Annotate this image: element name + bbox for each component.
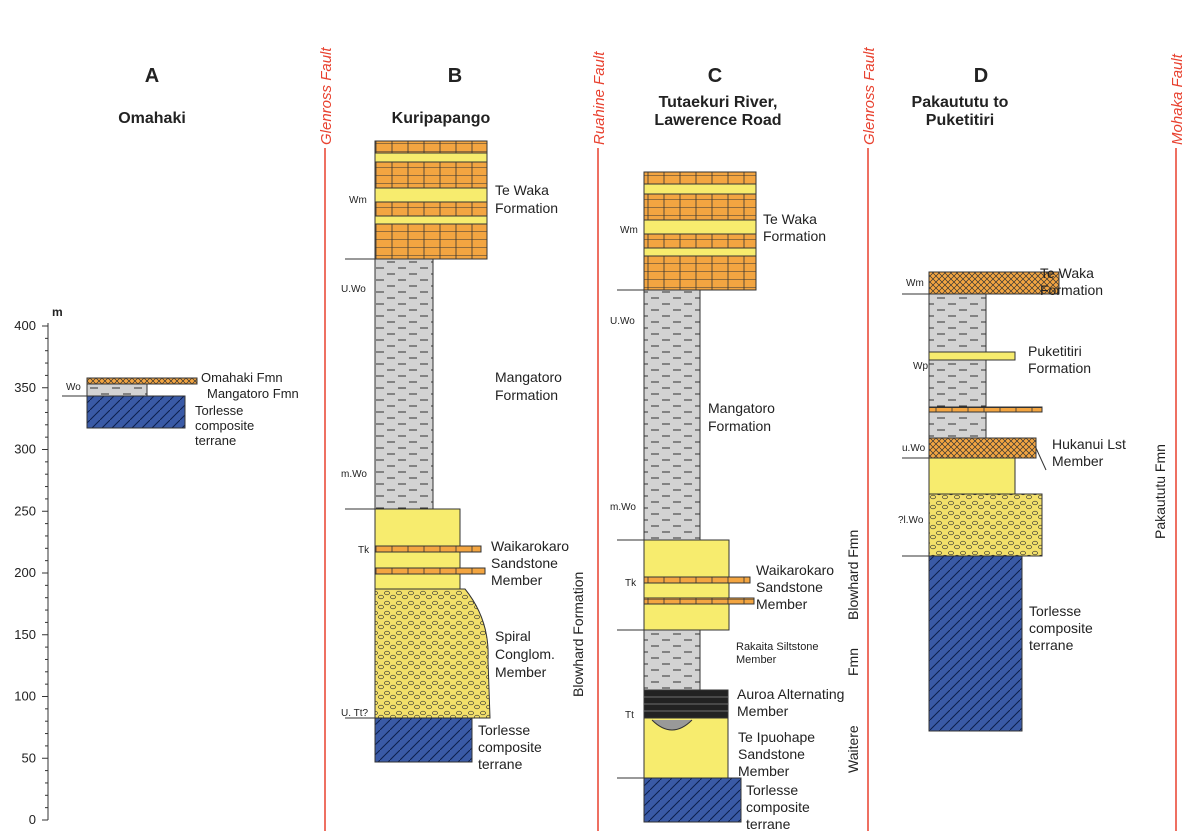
scale-tick-label: 300 bbox=[14, 442, 36, 457]
unit-d-torlesse-1: Torlesse bbox=[1029, 603, 1081, 619]
fault-label-mohaka: Mohaka Fault bbox=[1169, 53, 1184, 145]
unit-c-waikarokaro-3: Member bbox=[756, 596, 808, 612]
unit-d-tewaka-2: Formation bbox=[1040, 282, 1103, 298]
column-b: B Kuripapango Wm U.Wo m.Wo Tk U. Tt? Te … bbox=[341, 65, 586, 772]
code-b-tk: Tk bbox=[358, 545, 370, 556]
side-label-c-blowhard: Blowhard Fmn bbox=[845, 530, 861, 620]
unit-b-torlesse-1: Torlesse bbox=[478, 722, 530, 738]
column-b-title: Kuripapango bbox=[392, 110, 491, 127]
column-d: D Pakaututu to Puketitiri Wm Wp u.Wo ?l.… bbox=[898, 65, 1168, 732]
unit-c-rakaita-2: Member bbox=[736, 654, 777, 666]
scale-tick-label: 250 bbox=[14, 503, 36, 518]
unit-a-omahaki: Omahaki Fmn bbox=[201, 370, 283, 385]
column-d-letter: D bbox=[974, 65, 988, 87]
unit-d-puketitiri-1: Puketitiri bbox=[1028, 343, 1082, 359]
unit-b-waikarokaro-2: Sandstone bbox=[491, 555, 558, 571]
unit-c-auroa-2: Member bbox=[737, 703, 789, 719]
fault-label-glenross-1: Glenross Fault bbox=[318, 47, 335, 145]
fault-label-glenross-2: Glenross Fault bbox=[861, 47, 878, 145]
side-label-c-fmn: Fmn bbox=[845, 648, 861, 676]
column-c: C Tutaekuri River, Lawerence Road Wm U.W… bbox=[610, 65, 861, 831]
unit-b-waikarokaro-1: Waikarokaro bbox=[491, 538, 569, 554]
column-c-title-1: Tutaekuri River, bbox=[659, 94, 778, 111]
unit-d-hukanui-1: Hukanui Lst bbox=[1052, 436, 1126, 452]
unit-d-hukanui-2: Member bbox=[1052, 453, 1104, 469]
scale-tick-label: 0 bbox=[29, 812, 36, 827]
unit-c-waikarokaro-2: Sandstone bbox=[756, 579, 823, 595]
scale-tick-label: 200 bbox=[14, 565, 36, 580]
scale-tick-label: 400 bbox=[14, 318, 36, 333]
unit-a-torlesse-1: Torlesse bbox=[195, 403, 243, 418]
unit-c-torlesse-3: terrane bbox=[746, 816, 791, 831]
unit-b-torlesse-3: terrane bbox=[478, 756, 523, 772]
unit-c-ipuohape-2: Sandstone bbox=[738, 746, 805, 762]
unit-b-tewaka-2: Formation bbox=[495, 200, 558, 216]
column-a: A Omahaki Wo Omahaki Fmn Mangatoro Fmn T… bbox=[62, 65, 299, 448]
side-label-b-blowhard: Blowhard Formation bbox=[570, 572, 586, 697]
column-d-title-2: Puketitiri bbox=[926, 112, 994, 129]
code-c-uwo: U.Wo bbox=[610, 316, 635, 327]
unit-c-torlesse-1: Torlesse bbox=[746, 782, 798, 798]
column-b-letter: B bbox=[448, 65, 462, 87]
scale-tick-label: 100 bbox=[14, 689, 36, 704]
scale-tick-label: 150 bbox=[14, 627, 36, 642]
code-b-mwo: m.Wo bbox=[341, 469, 367, 480]
fault-lines: Glenross Fault Ruahine Fault Glenross Fa… bbox=[318, 47, 1184, 831]
code-c-tk: Tk bbox=[625, 578, 637, 589]
unit-b-spiral-2: Conglom. bbox=[495, 646, 555, 662]
unit-b-mangatoro-1: Mangatoro bbox=[495, 369, 562, 385]
code-d-wm: Wm bbox=[906, 278, 924, 289]
code-b-wm: Wm bbox=[349, 195, 367, 206]
unit-c-mangatoro-1: Mangatoro bbox=[708, 400, 775, 416]
vertical-scale: m 400 350 300 250 200 150 100 50 0 bbox=[14, 305, 62, 827]
unit-c-tewaka-1: Te Waka bbox=[763, 211, 817, 227]
unit-c-torlesse-2: composite bbox=[746, 799, 810, 815]
code-d-lwo: ?l.Wo bbox=[898, 515, 924, 526]
scale-tick-label: 350 bbox=[14, 380, 36, 395]
column-d-title-1: Pakaututu to bbox=[912, 94, 1009, 111]
column-a-title: Omahaki bbox=[118, 110, 186, 127]
column-a-letter: A bbox=[145, 65, 159, 87]
unit-c-waikarokaro-1: Waikarokaro bbox=[756, 562, 834, 578]
unit-d-torlesse-2: composite bbox=[1029, 620, 1093, 636]
unit-c-ipuohape-1: Te Ipuohape bbox=[738, 729, 815, 745]
scale-unit: m bbox=[52, 305, 63, 319]
unit-b-spiral-1: Spiral bbox=[495, 628, 531, 644]
unit-c-tewaka-2: Formation bbox=[763, 228, 826, 244]
unit-a-torlesse-3: terrane bbox=[195, 433, 236, 448]
unit-d-tewaka-1: Te Waka bbox=[1040, 265, 1094, 281]
unit-b-tewaka-1: Te Waka bbox=[495, 182, 549, 198]
code-d-uwo: u.Wo bbox=[902, 443, 926, 454]
code-a-wo: Wo bbox=[66, 382, 81, 393]
side-label-c-waitere: Waitere bbox=[845, 725, 861, 773]
unit-c-rakaita-1: Rakaita Siltstone bbox=[736, 641, 819, 653]
unit-c-mangatoro-2: Formation bbox=[708, 418, 771, 434]
unit-a-torlesse-2: composite bbox=[195, 418, 254, 433]
unit-b-torlesse-2: composite bbox=[478, 739, 542, 755]
unit-d-torlesse-3: terrane bbox=[1029, 637, 1074, 653]
unit-a-mangatoro: Mangatoro Fmn bbox=[207, 386, 299, 401]
unit-c-auroa-1: Auroa Alternating bbox=[737, 686, 844, 702]
fault-label-ruahine: Ruahine Fault bbox=[591, 51, 608, 145]
unit-c-ipuohape-3: Member bbox=[738, 763, 790, 779]
column-c-letter: C bbox=[708, 65, 722, 87]
code-b-uwo: U.Wo bbox=[341, 284, 366, 295]
code-c-wm: Wm bbox=[620, 225, 638, 236]
code-c-mwo: m.Wo bbox=[610, 502, 636, 513]
unit-d-puketitiri-2: Formation bbox=[1028, 360, 1091, 376]
unit-b-waikarokaro-3: Member bbox=[491, 572, 543, 588]
code-b-utt: U. Tt? bbox=[341, 708, 368, 719]
side-label-d-pakaututu: Pakaututu Fmn bbox=[1152, 444, 1168, 539]
column-c-title-2: Lawerence Road bbox=[654, 112, 781, 129]
unit-b-spiral-3: Member bbox=[495, 664, 547, 680]
scale-tick-label: 50 bbox=[22, 750, 36, 765]
unit-b-mangatoro-2: Formation bbox=[495, 387, 558, 403]
code-c-tt: Tt bbox=[625, 710, 634, 721]
code-d-wp: Wp bbox=[913, 361, 928, 372]
